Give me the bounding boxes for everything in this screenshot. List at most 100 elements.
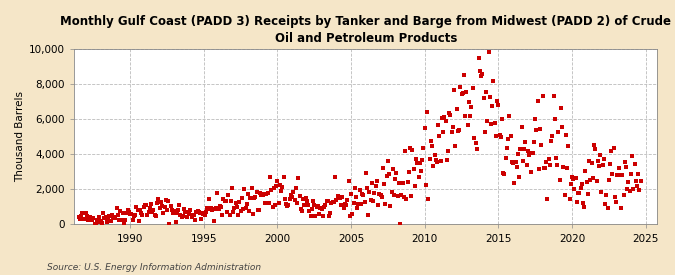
Point	[424, 156, 435, 161]
Point	[461, 90, 472, 95]
Point	[483, 50, 494, 54]
Point	[444, 111, 455, 115]
Point	[404, 169, 414, 174]
Point	[304, 209, 315, 213]
Point	[122, 208, 133, 212]
Point	[323, 214, 334, 218]
Point	[337, 194, 348, 199]
Point	[377, 166, 388, 170]
Point	[374, 192, 385, 196]
Point	[568, 177, 578, 182]
Point	[263, 201, 274, 205]
Point	[531, 128, 542, 132]
Point	[98, 211, 109, 215]
Point	[184, 212, 194, 217]
Point	[494, 133, 505, 137]
Point	[182, 210, 193, 214]
Point	[336, 203, 347, 208]
Point	[551, 155, 562, 160]
Point	[634, 187, 645, 192]
Point	[429, 153, 440, 157]
Point	[300, 196, 311, 201]
Title: Monthly Gulf Coast (PADD 3) Receipts by Tanker and Barge from Midwest (PADD 2) o: Monthly Gulf Coast (PADD 3) Receipts by …	[60, 15, 672, 45]
Point	[398, 195, 409, 199]
Point	[581, 179, 592, 184]
Point	[518, 158, 529, 163]
Point	[233, 213, 244, 218]
Point	[132, 208, 143, 212]
Point	[329, 200, 340, 204]
Point	[119, 221, 130, 225]
Point	[606, 148, 617, 153]
Point	[325, 211, 335, 215]
Point	[578, 201, 589, 206]
Point	[385, 204, 396, 208]
Point	[290, 186, 301, 190]
Point	[422, 110, 433, 114]
Point	[566, 182, 576, 186]
Point	[583, 192, 593, 197]
Point	[434, 133, 445, 138]
Point	[215, 203, 225, 208]
Point	[542, 197, 553, 201]
Point	[569, 187, 580, 191]
Point	[124, 210, 134, 215]
Point	[610, 195, 620, 199]
Point	[271, 183, 281, 188]
Point	[373, 202, 383, 207]
Point	[267, 205, 278, 209]
Point	[292, 201, 302, 205]
Text: Source: U.S. Energy Information Administration: Source: U.S. Energy Information Administ…	[47, 263, 261, 272]
Point	[487, 104, 497, 109]
Point	[504, 114, 515, 118]
Point	[218, 197, 229, 201]
Point	[527, 151, 538, 155]
Point	[73, 214, 84, 219]
Point	[624, 189, 635, 193]
Point	[418, 146, 429, 150]
Point	[259, 191, 269, 196]
Point	[530, 117, 541, 121]
Point	[456, 92, 467, 96]
Point	[151, 214, 161, 218]
Point	[419, 125, 430, 130]
Point	[597, 163, 608, 167]
Point	[481, 89, 491, 94]
Point	[414, 161, 425, 165]
Point	[198, 211, 209, 215]
Point	[260, 201, 271, 205]
Point	[149, 213, 160, 218]
Point	[389, 192, 400, 197]
Point	[273, 200, 284, 205]
Point	[363, 213, 374, 218]
Point	[614, 172, 625, 177]
Point	[601, 192, 612, 197]
Point	[192, 209, 203, 214]
Point	[377, 195, 387, 199]
Point	[105, 219, 116, 223]
Point	[401, 196, 412, 201]
Point	[113, 213, 124, 218]
Point	[587, 175, 598, 180]
Point	[364, 189, 375, 194]
Point	[350, 195, 361, 200]
Point	[564, 197, 575, 201]
Point	[541, 160, 551, 164]
Point	[618, 193, 629, 197]
Point	[197, 212, 208, 216]
Point	[433, 122, 443, 127]
Point	[503, 137, 514, 141]
Point	[323, 199, 333, 203]
Point	[121, 211, 132, 215]
Point	[381, 174, 392, 179]
Point	[616, 206, 626, 210]
Point	[360, 170, 371, 175]
Point	[593, 159, 603, 164]
Point	[80, 217, 90, 221]
Point	[313, 204, 323, 208]
Point	[632, 183, 643, 188]
Point	[157, 204, 167, 208]
Point	[521, 163, 532, 167]
Point	[532, 99, 543, 103]
Point	[445, 113, 456, 117]
